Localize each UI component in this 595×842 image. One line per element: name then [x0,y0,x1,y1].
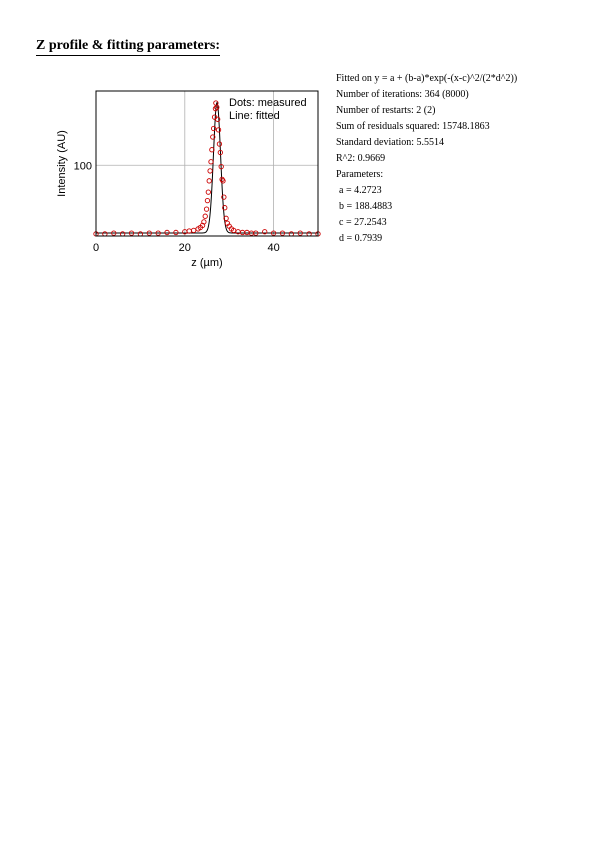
measured-point [111,230,117,236]
measured-dots-layer [93,100,321,237]
measured-point [206,178,212,184]
z-profile-chart: 0 20 40 100 Dots: measured Line: fitted z (… [40,80,330,275]
y-axis-label: Intensity (AU) [56,130,68,197]
residuals-text: Sum of residuals squared: 15748.1863 [336,121,490,132]
measured-point [239,229,246,236]
measured-point [208,159,214,165]
tick-labels: 0 20 40 100 [74,160,280,254]
measured-point [215,116,221,122]
x-tick-label: 0 [93,242,99,254]
measured-point [209,147,215,153]
param-a: a = 4.2723 [339,185,382,196]
measured-point [306,231,312,237]
measured-point [207,168,213,174]
parameters-label: Parameters: [336,169,384,180]
measured-point [214,104,220,110]
measured-point [102,231,108,237]
param-d: d = 0.7939 [339,233,383,244]
x-tick-label: 40 [267,242,279,254]
x-tick-label: 20 [179,242,191,254]
measured-point [253,230,259,236]
measured-point [201,219,207,225]
measured-point [204,197,211,204]
measured-point [222,205,228,211]
legend-fitted: Line: fitted [229,110,280,122]
x-axis-label: z (µm) [191,257,222,269]
page-title: Z profile & fitting parameters: [36,38,221,56]
measured-point [202,213,208,219]
measured-point [128,230,135,236]
measured-point [155,230,161,236]
measured-point [205,189,211,195]
param-b: b = 188.4883 [339,201,393,212]
chart-svg: 0 20 40 100 Dots: measured Line: fitted z (… [56,90,321,269]
plot-frame [95,90,319,237]
measured-point [216,141,223,147]
measured-point [212,106,219,112]
grid-lines [96,91,318,236]
measured-point [218,164,224,170]
measured-point [220,178,226,184]
measured-point [221,194,227,200]
measured-point [215,127,222,133]
fit-parameters-panel: Fitted on y = a + (b-a)*exp(-(x-c)^2/(2*… [336,71,517,247]
iterations-text: Number of iterations: 364 (8000) [336,89,469,100]
param-c: c = 27.2543 [339,217,387,228]
fit-equation: Fitted on y = a + (b-a)*exp(-(x-c)^2/(2*… [336,73,518,84]
measured-point [137,231,144,237]
fitted-line-layer [96,101,318,234]
measured-point [173,229,179,236]
measured-point [211,125,217,132]
measured-point [288,231,295,237]
measured-point [210,134,216,140]
measured-point [146,230,152,236]
measured-point [262,229,268,235]
std-dev-text: Standard deviation: 5.5514 [336,137,445,148]
restarts-text: Number of restarts: 2 (2) [336,105,436,116]
measured-point [270,230,277,236]
r-squared-text: R^2: 0.9669 [336,153,386,164]
measured-point [119,231,126,237]
measured-point [191,227,197,233]
measured-point [223,215,229,221]
measured-point [217,149,223,156]
measured-point [279,230,286,236]
measured-point [244,229,250,236]
measured-point [203,206,210,212]
y-tick-label: 100 [74,160,92,172]
measured-point [230,227,237,233]
measured-point [164,229,170,236]
measured-point [297,230,303,236]
fitted-line [96,101,318,234]
legend-measured: Dots: measured [229,97,307,109]
